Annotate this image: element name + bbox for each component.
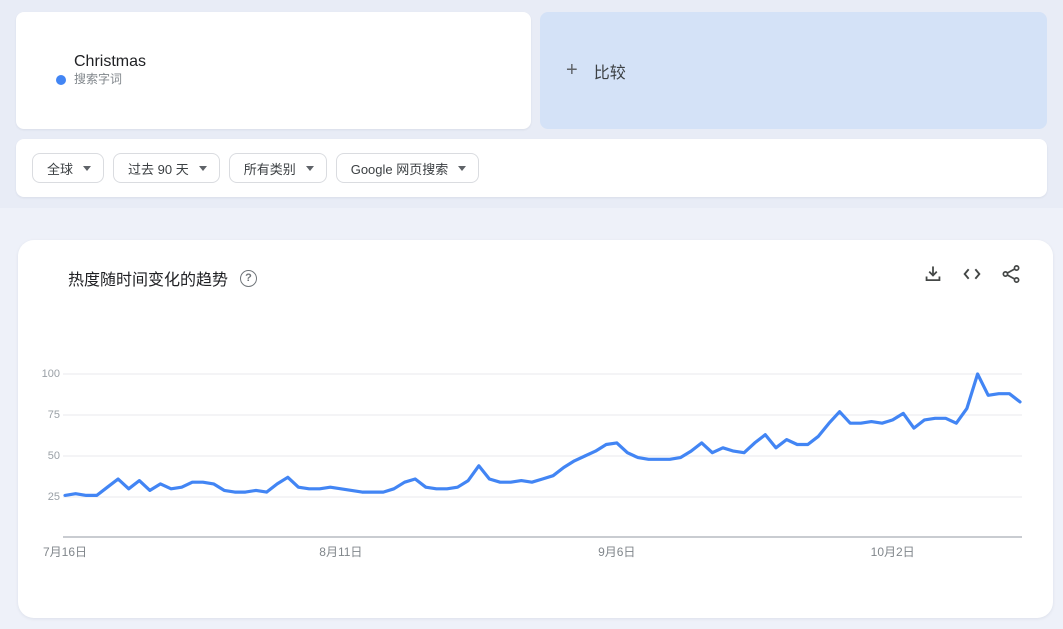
download-icon [925, 266, 941, 281]
filter-region-label: 全球 [47, 161, 74, 177]
y-tick-label: 100 [41, 368, 60, 380]
plus-icon: + [566, 59, 578, 81]
filter-category-label: 所有类别 [243, 161, 296, 177]
caret-down-icon [83, 165, 92, 171]
embed-button[interactable] [962, 264, 982, 284]
filter-search-type-dropdown[interactable]: Google 网页搜索 [335, 153, 480, 183]
embed-code-icon [963, 268, 981, 280]
filter-time-label: 过去 90 天 [128, 161, 189, 177]
caret-down-icon [198, 165, 207, 171]
y-tick-label: 50 [47, 450, 60, 462]
x-tick-label: 9月6日 [598, 545, 636, 559]
interest-over-time-card: 热度随时间变化的趋势 ? 25 50 75 100 7月16日 8月11日 9月6日 10月… [18, 240, 1053, 618]
search-term-type: 搜索字词 [74, 72, 123, 86]
share-button[interactable] [1001, 264, 1021, 284]
search-term-card[interactable]: Christmas 搜索字词 [16, 12, 531, 129]
chart-title: 热度随时间变化的趋势 [68, 272, 229, 289]
series-color-dot-icon [56, 75, 66, 85]
search-term-label: Christmas [74, 53, 147, 70]
compare-label: 比较 [593, 64, 626, 82]
trend-line-chart [63, 372, 1022, 538]
x-tick-label: 8月11日 [319, 545, 363, 559]
y-tick-label: 25 [47, 491, 60, 503]
filter-category-dropdown[interactable]: 所有类别 [228, 153, 327, 183]
add-comparison-button[interactable]: + 比较 [540, 12, 1047, 129]
filter-time-dropdown[interactable]: 过去 90 天 [113, 153, 220, 183]
y-tick-label: 75 [47, 409, 60, 421]
share-icon [1002, 265, 1020, 283]
filter-region-dropdown[interactable]: 全球 [32, 153, 105, 183]
download-button[interactable] [923, 264, 943, 284]
x-tick-label: 7月16日 [42, 545, 88, 559]
help-icon[interactable]: ? [240, 269, 258, 287]
filter-bar: 全球 过去 90 天 所有类别 Google 网页搜索 [16, 139, 1047, 197]
x-tick-label: 10月2日 [870, 545, 915, 559]
caret-down-icon [305, 165, 314, 171]
caret-down-icon [458, 165, 467, 171]
filter-search-type-label: Google 网页搜索 [350, 161, 449, 177]
